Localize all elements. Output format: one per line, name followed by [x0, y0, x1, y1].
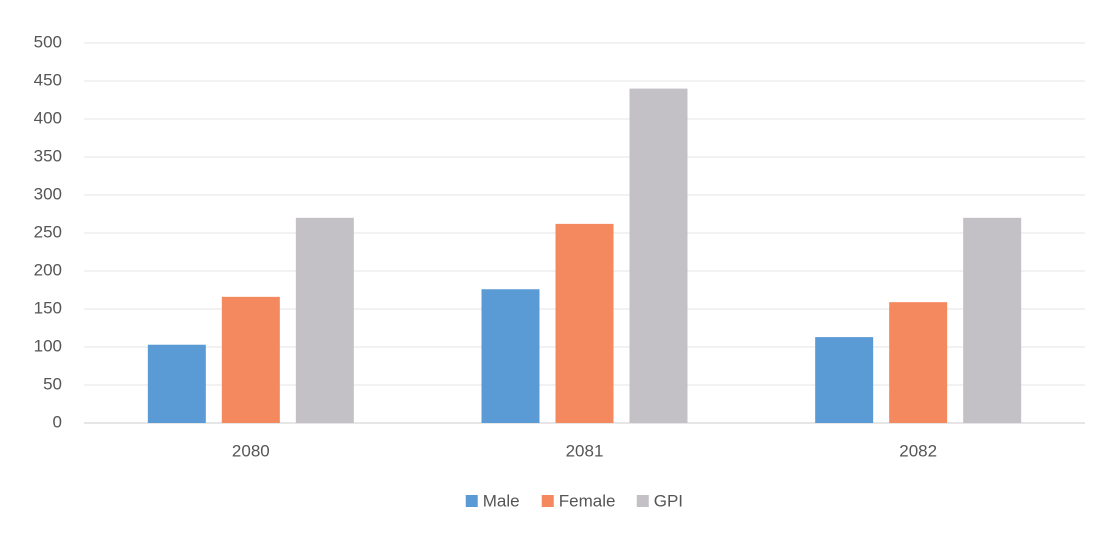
y-tick-label: 500	[34, 32, 62, 51]
y-tick-label: 250	[34, 222, 62, 241]
bar	[221, 296, 280, 423]
legend-label: Female	[559, 491, 616, 510]
x-tick-label: 2080	[232, 441, 270, 460]
bar	[147, 344, 206, 423]
y-tick-label: 0	[53, 412, 62, 431]
legend-label: GPI	[654, 491, 683, 510]
bar	[889, 302, 948, 423]
bar	[963, 217, 1022, 423]
bar	[481, 289, 540, 423]
legend-swatch	[465, 495, 478, 507]
bar	[815, 337, 874, 423]
x-tick-label: 2082	[899, 441, 937, 460]
legend-label: Male	[483, 491, 520, 510]
y-tick-label: 150	[34, 298, 62, 317]
y-tick-label: 100	[34, 336, 62, 355]
y-tick-label: 200	[34, 260, 62, 279]
y-tick-label: 400	[34, 108, 62, 127]
legend-swatch	[636, 495, 649, 507]
y-tick-label: 50	[43, 374, 62, 393]
bar	[629, 88, 688, 423]
y-tick-label: 300	[34, 184, 62, 203]
legend-swatch	[541, 495, 554, 507]
x-tick-label: 2081	[566, 441, 604, 460]
bar	[295, 217, 354, 423]
bar	[555, 223, 614, 423]
y-tick-label: 450	[34, 70, 62, 89]
y-tick-label: 350	[34, 146, 62, 165]
